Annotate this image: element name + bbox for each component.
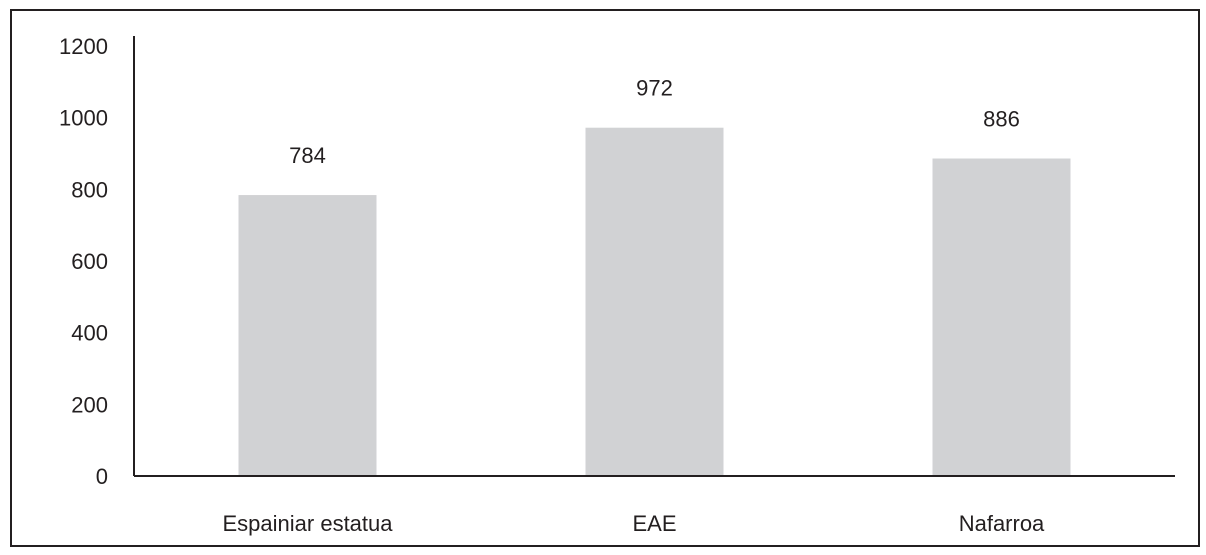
bar-value-label: 784 (289, 143, 326, 168)
bar-value-label: 886 (983, 107, 1020, 132)
bar (932, 158, 1071, 475)
x-category-label: Nafarroa (959, 511, 1045, 536)
y-tick-label: 1000 (59, 106, 108, 131)
bar-value-labels: 784 972 886 (289, 76, 1020, 168)
y-tick-label: 1200 (59, 34, 108, 59)
y-axis-ticks: 0 200 400 600 800 1000 1200 (59, 34, 108, 489)
y-tick-label: 800 (71, 177, 108, 202)
y-tick-label: 400 (71, 321, 108, 346)
bar (585, 127, 724, 475)
y-tick-label: 600 (71, 249, 108, 274)
x-axis-ticks: Espainiar estatua EAE Nafarroa (223, 511, 1046, 536)
x-category-label: Espainiar estatua (223, 511, 394, 536)
y-tick-label: 0 (96, 464, 108, 489)
y-tick-label: 200 (71, 392, 108, 417)
bar (238, 195, 377, 476)
bars (238, 127, 1071, 476)
x-category-label: EAE (632, 511, 676, 536)
bar-value-label: 972 (636, 76, 673, 101)
